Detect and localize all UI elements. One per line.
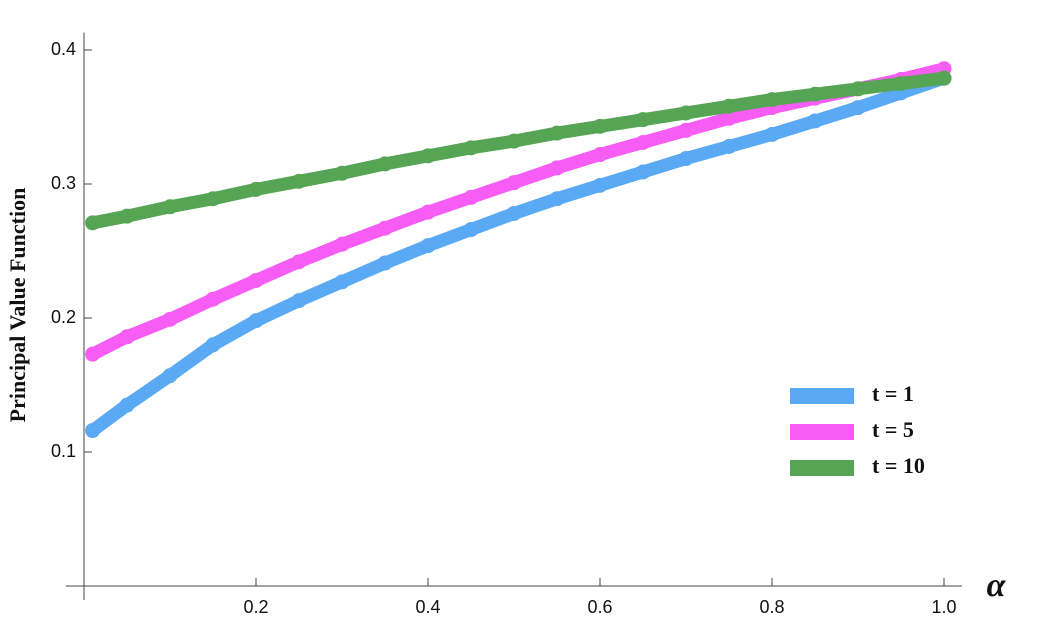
point bbox=[377, 255, 393, 271]
point bbox=[420, 148, 436, 164]
point bbox=[506, 133, 522, 149]
point bbox=[162, 199, 178, 215]
point bbox=[549, 125, 565, 141]
point bbox=[463, 189, 479, 205]
point bbox=[721, 138, 737, 154]
point bbox=[893, 76, 909, 91]
x-tick-label: 0.6 bbox=[587, 597, 612, 617]
point bbox=[807, 86, 823, 102]
point bbox=[85, 346, 101, 362]
y-tick-label: 0.3 bbox=[51, 173, 76, 193]
point bbox=[420, 204, 436, 220]
point bbox=[635, 134, 651, 150]
point bbox=[807, 113, 823, 129]
legend-swatch bbox=[790, 388, 854, 404]
point bbox=[377, 156, 393, 172]
point bbox=[678, 151, 694, 167]
legend-label: t = 1 bbox=[872, 381, 914, 406]
point bbox=[764, 126, 780, 142]
point bbox=[420, 238, 436, 254]
point bbox=[850, 81, 866, 97]
point bbox=[721, 98, 737, 114]
point bbox=[291, 254, 307, 270]
point bbox=[205, 337, 221, 353]
x-tick-label: 1.0 bbox=[931, 597, 956, 617]
x-axis-label: α bbox=[987, 567, 1007, 604]
point bbox=[635, 164, 651, 180]
point bbox=[205, 191, 221, 207]
x-tick-label: 0.4 bbox=[415, 597, 440, 617]
point bbox=[334, 274, 350, 290]
point bbox=[119, 329, 135, 345]
point bbox=[334, 236, 350, 252]
point bbox=[377, 220, 393, 236]
x-tick-label: 0.2 bbox=[243, 597, 268, 617]
y-axis-label: Principal Value Function bbox=[5, 188, 30, 423]
series-band bbox=[86, 71, 951, 438]
point bbox=[463, 222, 479, 238]
point bbox=[119, 397, 135, 413]
point bbox=[721, 110, 737, 126]
legend-label: t = 5 bbox=[872, 417, 914, 442]
legend-swatch bbox=[790, 424, 854, 440]
point bbox=[334, 165, 350, 181]
point bbox=[119, 208, 135, 224]
point bbox=[205, 291, 221, 307]
point bbox=[549, 191, 565, 207]
point bbox=[678, 122, 694, 138]
point bbox=[506, 205, 522, 221]
point bbox=[506, 175, 522, 191]
y-tick-label: 0.2 bbox=[51, 307, 76, 327]
point bbox=[678, 105, 694, 121]
point bbox=[162, 311, 178, 327]
legend-label: t = 10 bbox=[872, 453, 925, 478]
point bbox=[248, 181, 264, 197]
point bbox=[850, 100, 866, 116]
point bbox=[291, 293, 307, 309]
point bbox=[936, 70, 952, 86]
point bbox=[291, 173, 307, 189]
point bbox=[463, 140, 479, 156]
point bbox=[764, 92, 780, 108]
point bbox=[549, 160, 565, 176]
point bbox=[635, 112, 651, 128]
point bbox=[85, 215, 101, 231]
point bbox=[592, 118, 608, 134]
x-tick-label: 0.8 bbox=[759, 597, 784, 617]
point bbox=[85, 423, 101, 439]
legend-swatch bbox=[790, 460, 854, 476]
point bbox=[592, 177, 608, 193]
point bbox=[162, 368, 178, 384]
point bbox=[592, 147, 608, 163]
point bbox=[248, 272, 264, 288]
y-tick-label: 0.4 bbox=[51, 39, 76, 59]
point bbox=[248, 313, 264, 329]
y-tick-label: 0.1 bbox=[51, 441, 76, 461]
